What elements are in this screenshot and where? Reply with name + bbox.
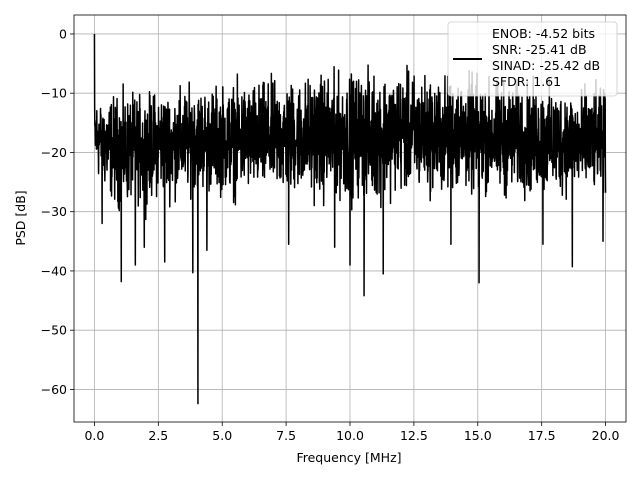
y-axis-ticks: 0 −10 −20 −30 −40 −50 −60: [41, 26, 74, 397]
x-tick-label: 12.5: [400, 428, 428, 443]
psd-series: [93, 33, 607, 405]
y-tick-label: −60: [41, 382, 67, 397]
x-axis-label: Frequency [MHz]: [296, 450, 401, 465]
x-tick-label: 7.5: [276, 428, 296, 443]
x-tick-label: 17.5: [528, 428, 556, 443]
y-tick-label: −40: [41, 263, 67, 278]
y-axis-label: PSD [dB]: [13, 190, 28, 245]
x-tick-label: 0.0: [84, 428, 104, 443]
psd-line: [93, 33, 607, 405]
legend-box: [447, 21, 618, 97]
x-tick-label: 15.0: [464, 428, 492, 443]
y-tick-label: 0: [59, 26, 67, 41]
x-tick-label: 20.0: [592, 428, 620, 443]
y-tick-label: −20: [41, 145, 67, 160]
x-axis-ticks: 0.0 2.5 5.0 7.5 10.0 12.5 15.0 17.5 20.0: [84, 422, 620, 443]
legend-snr: SNR: -25.41 dB: [492, 42, 587, 57]
legend-sfdr: SFDR: 1.61: [492, 74, 561, 89]
legend-enob: ENOB: -4.52 bits: [492, 26, 595, 41]
x-tick-label: 5.0: [212, 428, 232, 443]
legend: ENOB: -4.52 bits SNR: -25.41 dB SINAD: -…: [447, 21, 618, 97]
y-tick-label: −30: [41, 204, 67, 219]
y-tick-label: −10: [41, 86, 67, 101]
x-tick-label: 10.0: [336, 428, 364, 443]
legend-sinad: SINAD: -25.42 dB: [492, 58, 600, 73]
y-tick-label: −50: [41, 323, 67, 338]
x-tick-label: 2.5: [148, 428, 168, 443]
